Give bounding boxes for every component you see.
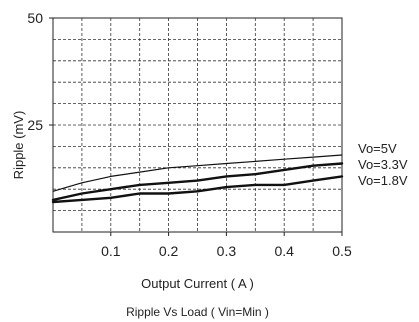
x-tick-label: 0.2 — [159, 243, 179, 259]
x-tick-label: 0.3 — [217, 243, 237, 259]
series-label: Vo=3.3V — [358, 157, 408, 172]
x-axis-title: Output Current ( A ) — [141, 276, 254, 291]
x-tick-label: 0.4 — [274, 243, 294, 259]
chart-caption: Ripple Vs Load ( Vin=Min ) — [126, 305, 269, 319]
y-axis-title: Ripple (mV) — [11, 111, 26, 180]
x-tick-label: 0.1 — [101, 243, 121, 259]
series — [51, 154, 344, 204]
x-axis: 0.1 0.2 0.3 0.4 0.5 — [101, 232, 352, 259]
x-tick-label: 0.5 — [332, 243, 352, 259]
y-tick-label: 50 — [27, 10, 43, 26]
series-line — [52, 154, 343, 192]
y-tick-label: 25 — [27, 117, 43, 133]
grid — [53, 18, 342, 232]
y-axis: 25 50 — [27, 10, 53, 133]
series-line — [51, 162, 344, 202]
series-line — [51, 175, 344, 204]
series-label: Vo=5V — [358, 141, 397, 156]
series-label: Vo=1.8V — [358, 173, 408, 188]
